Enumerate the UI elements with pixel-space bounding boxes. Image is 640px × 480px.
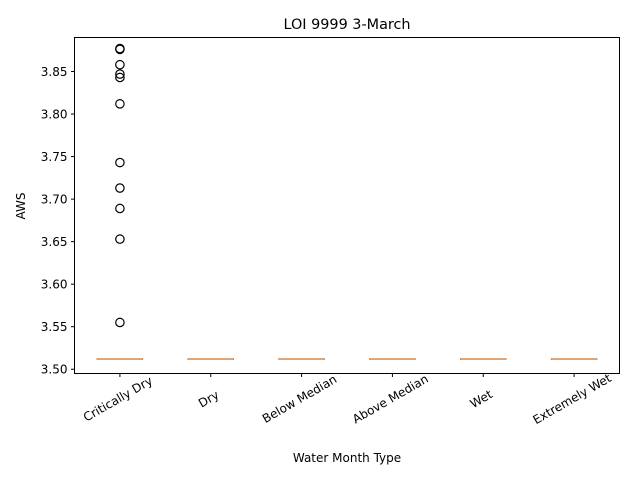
outlier-point [115,203,125,214]
y-tick-label: 3.50 [41,363,68,377]
outlier-point [115,157,125,168]
outlier-point [115,317,125,328]
chart-title: LOI 9999 3-March [283,17,410,33]
outlier-point [115,69,125,79]
axes-frame [74,37,620,374]
outlier-point [115,59,125,70]
x-axis-label: Water Month Type [293,451,401,465]
y-tick-label: 3.65 [41,235,68,249]
y-tick-label: 3.75 [41,150,68,164]
outlier-point [115,234,125,244]
x-tick-label: Extremely Wet [530,371,613,427]
outlier-point [115,183,125,193]
outlier-point [115,43,125,54]
x-tick-label: Wet [468,387,495,411]
y-tick-label: 3.80 [41,107,68,121]
x-tick-label: Above Median [350,372,431,427]
outlier-point [115,99,125,109]
y-tick-label: 3.70 [41,192,68,206]
plot-area: 3.50 3.55 3.60 3.65 3.70 3.75 3.80 3.85 Critical… [41,43,614,427]
y-tick-label: 3.85 [41,65,68,79]
y-axis-label: AWS [14,192,28,219]
x-tick-label: Critically Dry [81,374,155,425]
x-tick-label: Below Median [260,372,339,426]
outlier-point [115,72,125,83]
y-tick-label: 3.60 [41,277,68,291]
x-tick-label: Dry [196,388,221,411]
y-tick-label: 3.55 [41,320,68,334]
